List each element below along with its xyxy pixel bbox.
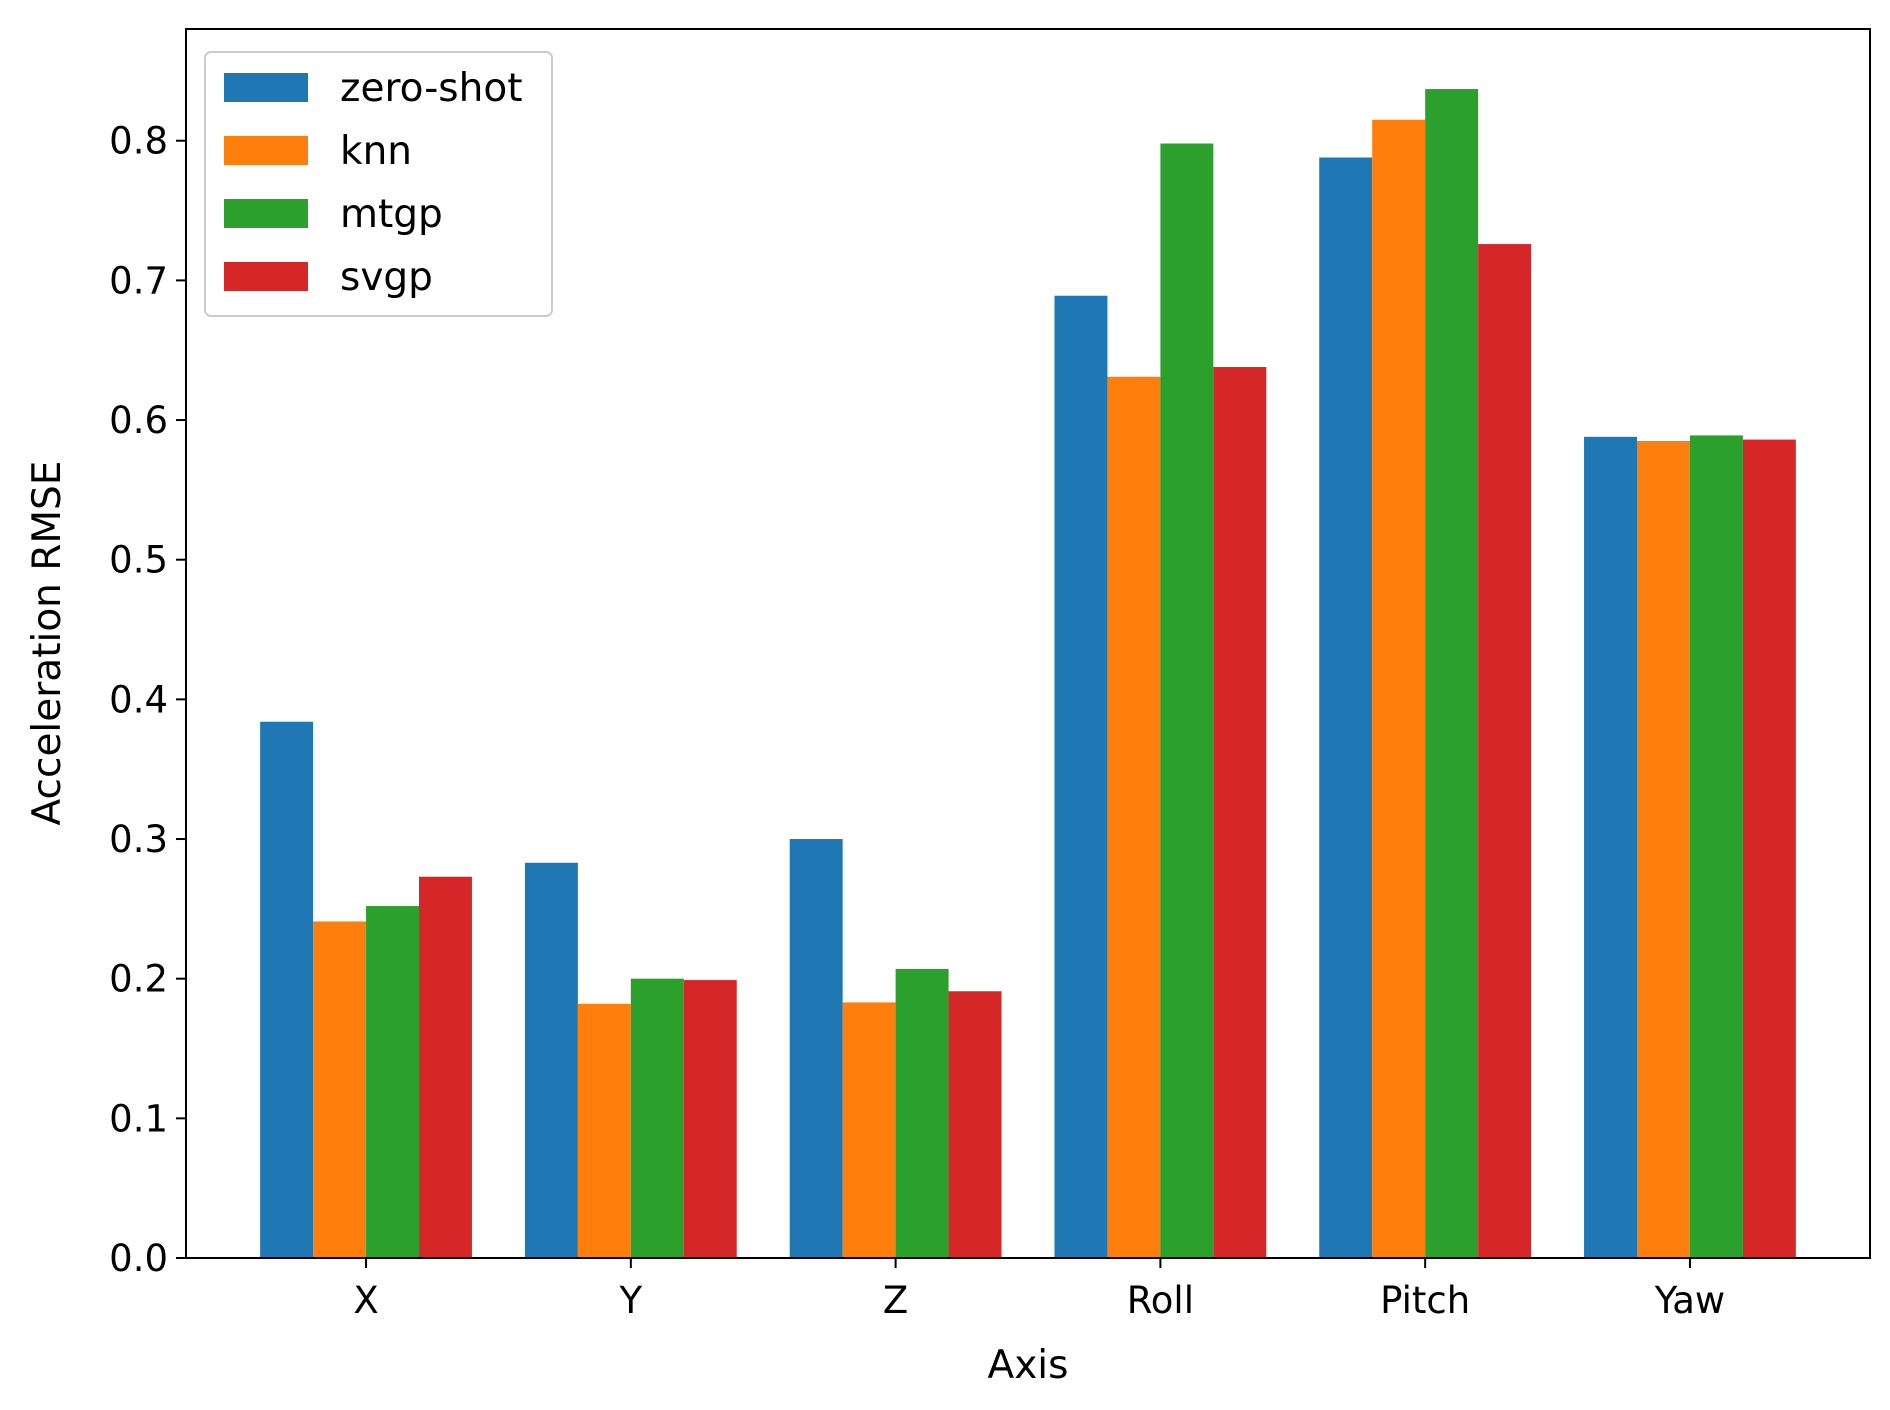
y-axis-ticks: 0.0 0.1 0.2 0.3 0.4 0.5 0.6 0.7 0.8 (109, 120, 186, 1280)
y-tick-label: 0.1 (109, 1097, 168, 1140)
bar-mtgp-x (366, 906, 420, 1258)
bar-svgp-y (683, 980, 737, 1258)
x-tick-label: Z (883, 1279, 908, 1322)
bar-mtgp-roll (1160, 143, 1214, 1258)
bar-knn-pitch (1372, 119, 1426, 1258)
legend-swatch-mtgp (224, 199, 308, 228)
y-axis-label: Acceleration RMSE (25, 461, 70, 826)
bar-zero-shot-x (260, 721, 314, 1258)
x-tick-label: X (353, 1279, 378, 1322)
y-tick-label: 0.6 (109, 399, 168, 442)
y-tick-label: 0.4 (109, 678, 168, 721)
x-tick-label: Y (619, 1279, 643, 1322)
bar-svgp-yaw (1742, 439, 1796, 1258)
bars-group (260, 89, 1796, 1259)
x-tick-label: Pitch (1380, 1279, 1470, 1322)
bar-svgp-z (948, 991, 1002, 1258)
bar-knn-y (577, 1003, 631, 1258)
bar-mtgp-z (895, 968, 949, 1258)
legend-frame (204, 51, 553, 317)
y-tick-label: 0.2 (109, 958, 168, 1001)
bar-zero-shot-y (524, 862, 578, 1258)
plot-frame (185, 28, 1871, 1259)
legend-label-mtgp: mtgp (340, 192, 443, 237)
y-tick-label: 0.7 (109, 259, 168, 302)
bar-zero-shot-pitch (1319, 157, 1373, 1259)
legend-label-svgp: svgp (340, 255, 433, 300)
bar-svgp-roll (1213, 366, 1267, 1259)
legend-swatch-knn (224, 136, 308, 165)
bar-svgp-pitch (1478, 244, 1532, 1258)
y-tick-label: 0.3 (109, 818, 168, 861)
legend: zero-shot knn mtgp svgp (204, 51, 553, 317)
bar-mtgp-yaw (1689, 435, 1743, 1258)
bar-knn-x (313, 921, 367, 1258)
bar-knn-roll (1107, 376, 1161, 1259)
bar-knn-z (842, 1002, 896, 1258)
x-tick-label: Yaw (1654, 1279, 1725, 1322)
y-tick-label: 0.8 (109, 120, 168, 163)
bar-zero-shot-yaw (1584, 436, 1637, 1258)
legend-swatch-zero-shot (224, 73, 308, 102)
bar-svgp-x (419, 876, 472, 1258)
bar-mtgp-y (630, 978, 684, 1258)
x-axis-ticks: X Y Z Roll Pitch Yaw (353, 1258, 1725, 1322)
y-tick-label: 0.0 (109, 1237, 168, 1280)
legend-label-knn: knn (340, 129, 412, 174)
bar-zero-shot-z (789, 839, 843, 1258)
x-tick-label: Roll (1127, 1279, 1194, 1322)
legend-swatch-svgp (224, 262, 308, 291)
bar-knn-yaw (1636, 440, 1690, 1258)
legend-label-zero-shot: zero-shot (340, 66, 523, 111)
x-axis-label: Axis (988, 1343, 1069, 1388)
bar-mtgp-pitch (1425, 89, 1479, 1258)
y-tick-label: 0.5 (109, 539, 168, 582)
bar-zero-shot-roll (1054, 295, 1108, 1258)
